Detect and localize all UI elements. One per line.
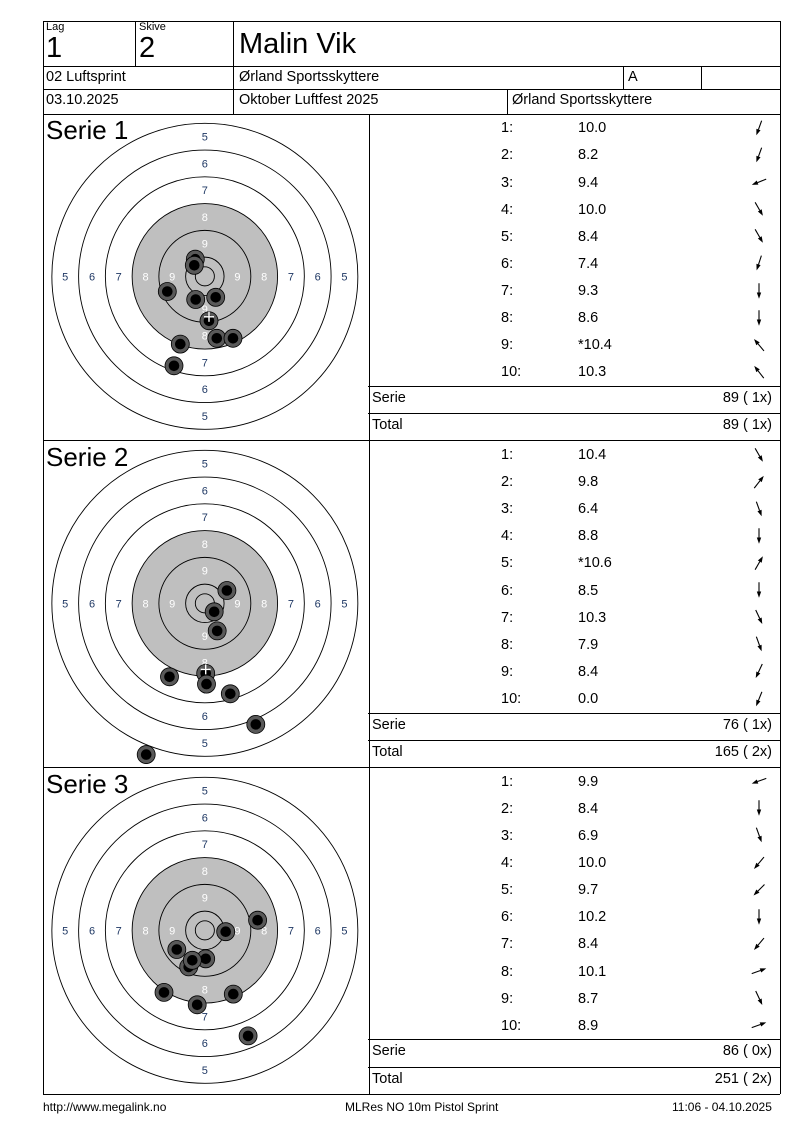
svg-text:5: 5 <box>202 411 208 423</box>
svg-text:8: 8 <box>202 331 208 343</box>
svg-text:7: 7 <box>116 271 122 283</box>
svg-text:5: 5 <box>202 785 208 797</box>
svg-text:5: 5 <box>62 598 68 610</box>
svg-text:8: 8 <box>202 212 208 224</box>
svg-text:6: 6 <box>202 485 208 497</box>
svg-text:7: 7 <box>288 925 294 937</box>
svg-text:9: 9 <box>234 598 240 610</box>
svg-text:5: 5 <box>341 925 347 937</box>
svg-text:5: 5 <box>341 271 347 283</box>
svg-text:6: 6 <box>89 598 95 610</box>
svg-text:9: 9 <box>202 566 208 578</box>
svg-text:7: 7 <box>288 598 294 610</box>
svg-text:6: 6 <box>315 271 321 283</box>
svg-text:9: 9 <box>202 892 208 904</box>
svg-text:7: 7 <box>202 1011 208 1023</box>
svg-text:8: 8 <box>142 925 148 937</box>
svg-text:8: 8 <box>202 539 208 551</box>
svg-text:7: 7 <box>202 839 208 851</box>
svg-text:6: 6 <box>89 271 95 283</box>
svg-text:9: 9 <box>234 271 240 283</box>
svg-text:9: 9 <box>169 925 175 937</box>
svg-text:8: 8 <box>142 271 148 283</box>
svg-text:7: 7 <box>116 598 122 610</box>
svg-text:5: 5 <box>202 132 208 144</box>
svg-text:7: 7 <box>202 512 208 524</box>
svg-text:9: 9 <box>202 631 208 643</box>
svg-text:6: 6 <box>202 711 208 723</box>
svg-text:7: 7 <box>202 185 208 197</box>
svg-text:5: 5 <box>341 598 347 610</box>
svg-text:5: 5 <box>202 1065 208 1077</box>
svg-text:7: 7 <box>202 358 208 370</box>
svg-text:8: 8 <box>202 984 208 996</box>
svg-text:6: 6 <box>202 812 208 824</box>
svg-text:8: 8 <box>261 598 267 610</box>
svg-text:6: 6 <box>89 925 95 937</box>
svg-text:9: 9 <box>169 271 175 283</box>
svg-text:5: 5 <box>202 738 208 750</box>
svg-text:8: 8 <box>261 271 267 283</box>
svg-text:8: 8 <box>142 598 148 610</box>
svg-text:6: 6 <box>315 925 321 937</box>
svg-text:9: 9 <box>202 239 208 251</box>
svg-text:6: 6 <box>202 384 208 396</box>
svg-text:7: 7 <box>116 925 122 937</box>
svg-text:5: 5 <box>62 925 68 937</box>
svg-text:5: 5 <box>62 271 68 283</box>
svg-text:9: 9 <box>169 598 175 610</box>
svg-text:6: 6 <box>315 598 321 610</box>
svg-text:8: 8 <box>202 866 208 878</box>
svg-text:6: 6 <box>202 1038 208 1050</box>
svg-text:7: 7 <box>288 271 294 283</box>
svg-text:6: 6 <box>202 159 208 171</box>
svg-text:5: 5 <box>202 459 208 471</box>
svg-text:9: 9 <box>234 925 240 937</box>
